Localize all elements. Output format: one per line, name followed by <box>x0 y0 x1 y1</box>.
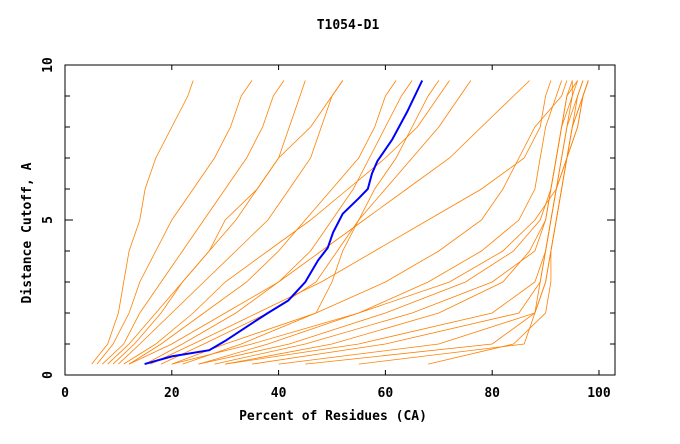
x-tick-label: 20 <box>164 386 180 401</box>
x-tick-label: 40 <box>271 386 287 401</box>
model-curve-8 <box>160 80 440 365</box>
model-curve-10 <box>182 80 568 365</box>
model-curve-19 <box>358 80 589 365</box>
model-curve-3 <box>102 80 285 365</box>
model-curve-17 <box>278 80 589 365</box>
model-curve-15 <box>225 80 584 365</box>
x-tick-label: 100 <box>587 386 611 401</box>
model-curve-24 <box>123 80 450 365</box>
model-curve-16 <box>251 80 584 365</box>
chart-title: T1054-D1 <box>317 18 380 33</box>
y-tick-label: 0 <box>41 371 56 379</box>
model-curve-5 <box>118 80 344 365</box>
x-axis-label: Percent of Residues (CA) <box>239 409 427 424</box>
y-tick-label: 10 <box>41 57 56 73</box>
model-curve-7 <box>144 80 413 365</box>
x-tick-label: 60 <box>378 386 394 401</box>
y-axis-label: Distance Cutoff, A <box>20 162 35 303</box>
model-curve-4 <box>107 80 306 365</box>
model-curve-22 <box>150 80 552 365</box>
model-curve-1 <box>91 80 194 365</box>
model-curve-21 <box>171 80 562 365</box>
model-curve-11 <box>198 80 573 365</box>
model-curve-6 <box>128 80 397 365</box>
model-curve-18 <box>305 80 589 365</box>
model-curve-2 <box>96 80 253 365</box>
y-tick-label: 5 <box>41 216 56 224</box>
x-tick-label: 0 <box>61 386 69 401</box>
model-curve-14 <box>225 80 578 365</box>
model-curve-20 <box>428 80 589 365</box>
model-curve-9 <box>171 80 472 365</box>
model-curve-25 <box>112 80 344 365</box>
x-tick-label: 80 <box>484 386 500 401</box>
model-curve-23 <box>128 80 530 365</box>
highlighted-model-curve <box>144 80 424 366</box>
